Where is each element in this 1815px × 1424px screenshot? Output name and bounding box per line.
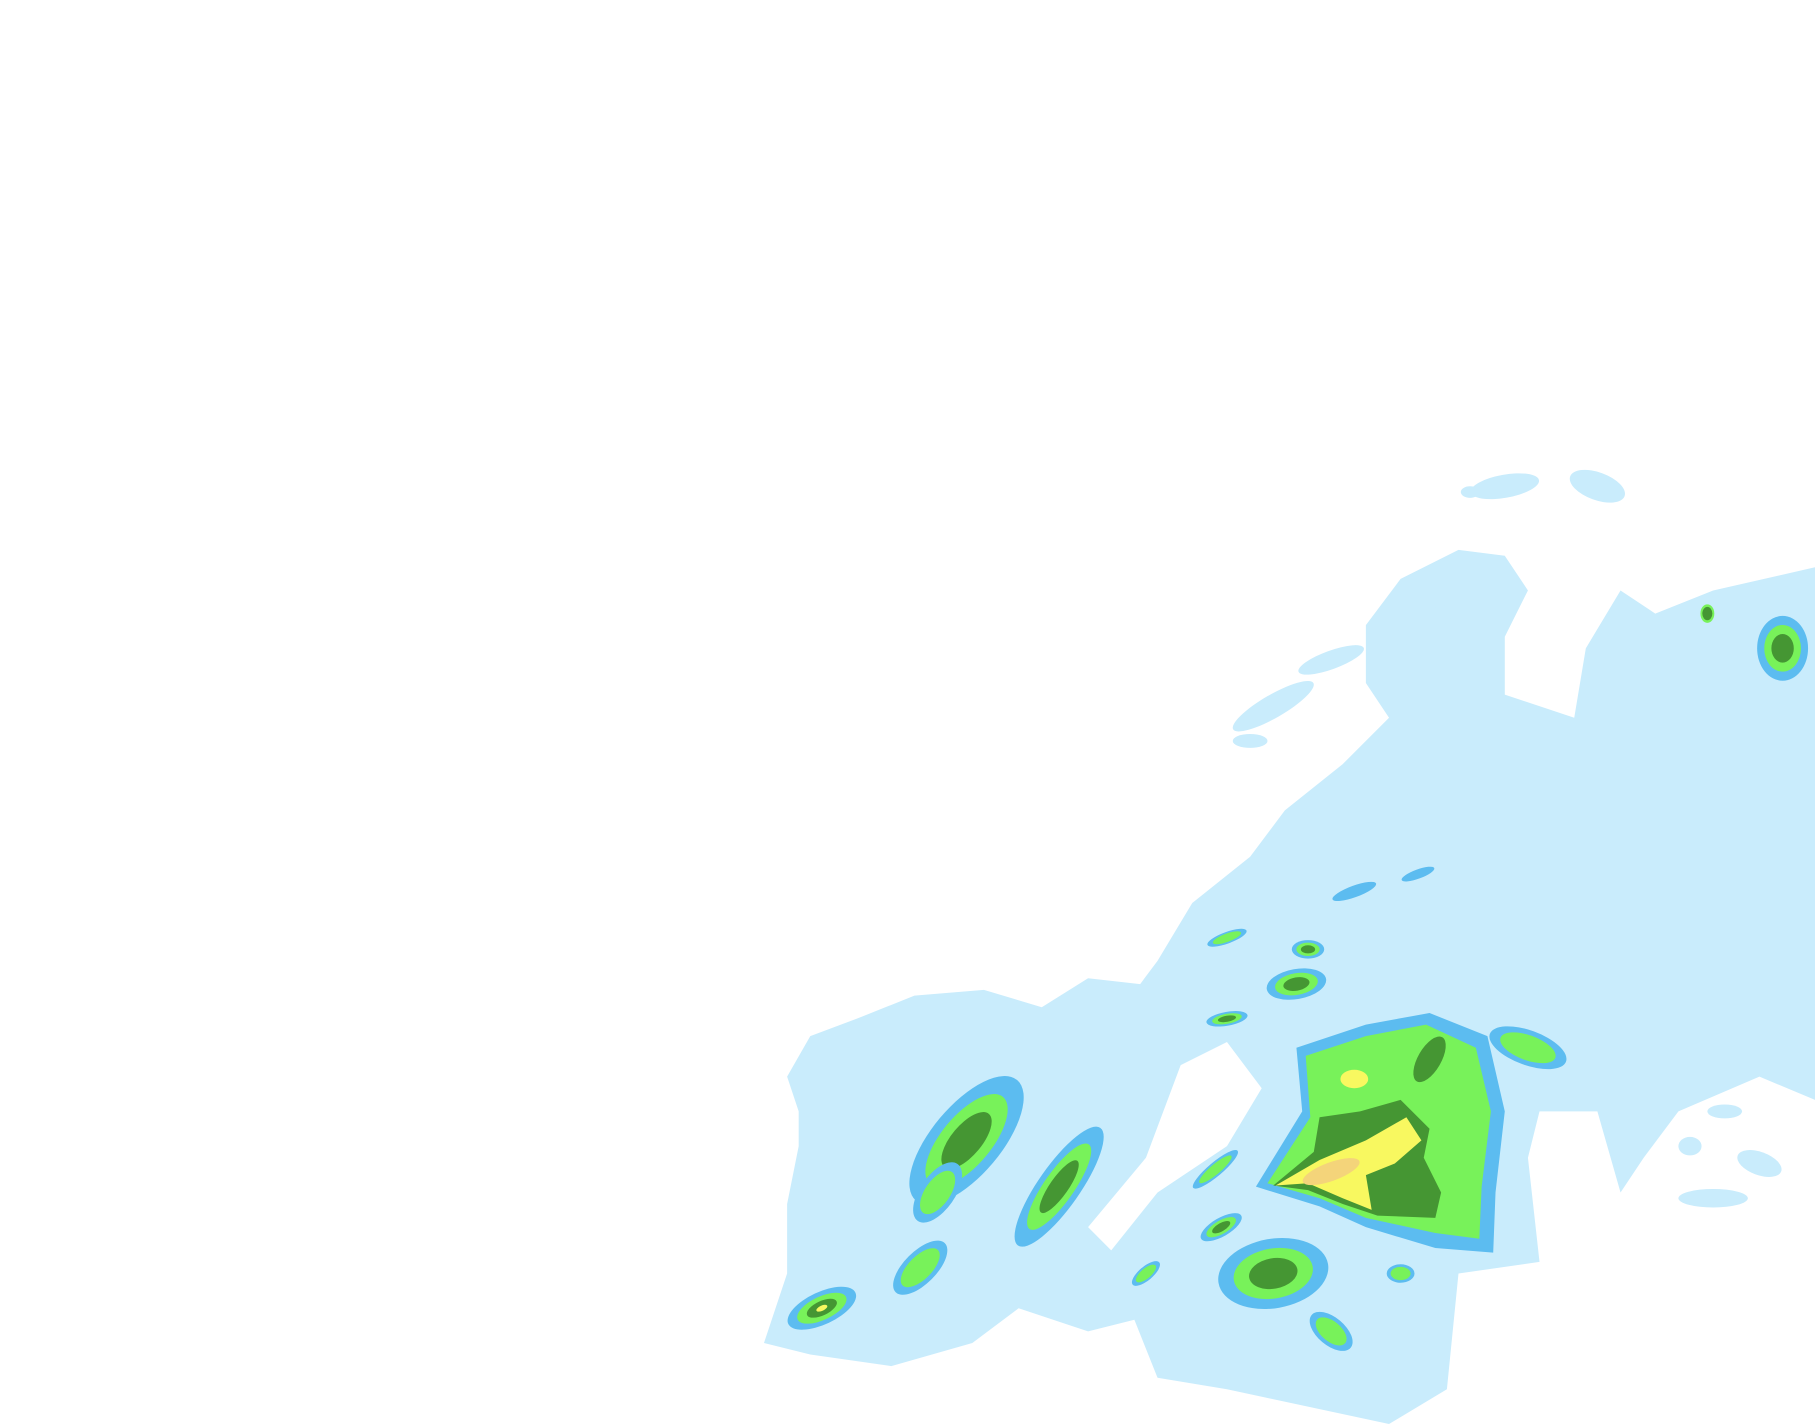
precip-patch-very-light: [1298, 645, 1364, 675]
precip-patch-very-light: [1393, 605, 1455, 646]
storm-intense: [1302, 1158, 1360, 1186]
precip-cell: [1212, 1220, 1231, 1234]
precip-cell: [1771, 634, 1794, 663]
precip-gap: [1088, 1041, 1262, 1251]
precip-cell: [1300, 945, 1316, 954]
precip-cell: [1249, 1257, 1298, 1290]
storm-very-heavy-cell: [1340, 1069, 1369, 1089]
precip-cell: [919, 1170, 956, 1215]
precip-cell: [1500, 1032, 1556, 1064]
precip-cell: [900, 1248, 940, 1288]
precip-cell: [1401, 866, 1435, 882]
precip-patch-very-light: [1232, 680, 1314, 732]
precip-patch-very-light: [1707, 1104, 1743, 1119]
precip-patch-very-light: [1470, 473, 1540, 500]
precip-cell: [1390, 1266, 1411, 1281]
precip-cell: [816, 1304, 828, 1312]
precip-patch-very-light: [1747, 879, 1815, 904]
precip-cell: [1039, 1160, 1079, 1214]
precip-cell: [1217, 1015, 1237, 1023]
precip-cell: [1135, 1264, 1157, 1283]
precip-cell: [1332, 881, 1377, 902]
storm-heavy-cell: [1413, 1036, 1446, 1083]
precip-cell: [1212, 931, 1242, 945]
precip-cell: [1199, 1155, 1232, 1184]
precip-cell: [1283, 977, 1310, 991]
precip-patch-very-light: [1460, 486, 1480, 498]
precip-patch-very-light: [1678, 1188, 1748, 1208]
precip-patch-very-light: [1569, 469, 1625, 503]
precip-cell: [941, 1112, 992, 1169]
precip-patch-very-light: [1737, 1150, 1782, 1177]
precip-patch-very-light: [1389, 777, 1413, 797]
precip-patch-very-light: [1747, 798, 1815, 822]
precip-cell: [1702, 606, 1713, 621]
precip-patch-very-light: [1678, 1136, 1702, 1156]
precip-patch-very-light: [1232, 733, 1268, 748]
precip-cell: [1315, 1317, 1347, 1346]
